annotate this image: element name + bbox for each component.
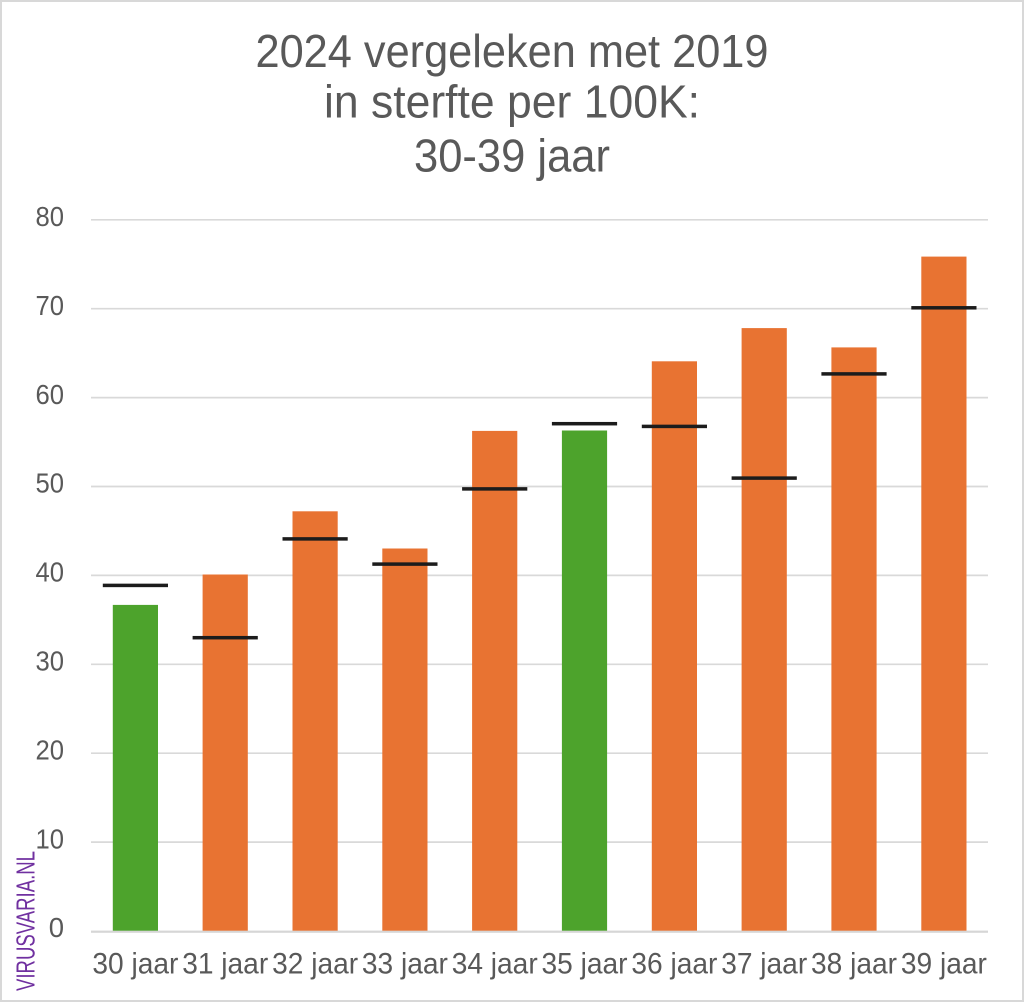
- svg-text:0: 0: [49, 912, 64, 943]
- svg-text:60: 60: [36, 379, 65, 410]
- svg-text:30 jaar: 30 jaar: [92, 947, 178, 980]
- svg-text:33 jaar: 33 jaar: [362, 947, 448, 980]
- svg-text:39 jaar: 39 jaar: [901, 947, 987, 980]
- svg-text:10: 10: [36, 823, 65, 854]
- svg-text:50: 50: [36, 468, 65, 499]
- svg-text:70: 70: [36, 290, 65, 321]
- svg-text:40: 40: [36, 557, 65, 588]
- svg-text:36 jaar: 36 jaar: [631, 947, 717, 980]
- svg-text:2024 vergeleken met 2019: 2024 vergeleken met 2019: [256, 25, 769, 77]
- svg-text:30: 30: [36, 646, 65, 677]
- svg-text:30-39 jaar: 30-39 jaar: [414, 130, 610, 182]
- svg-text:in sterfte per 100K:: in sterfte per 100K:: [324, 76, 700, 128]
- svg-text:35 jaar: 35 jaar: [542, 947, 628, 980]
- svg-text:80: 80: [36, 201, 65, 232]
- svg-text:34 jaar: 34 jaar: [452, 947, 538, 980]
- svg-text:38 jaar: 38 jaar: [811, 947, 897, 980]
- svg-text:32 jaar: 32 jaar: [272, 947, 358, 980]
- svg-text:37 jaar: 37 jaar: [721, 947, 807, 980]
- svg-text:20: 20: [36, 734, 65, 765]
- svg-text:31 jaar: 31 jaar: [182, 947, 268, 980]
- svg-text:VIRUSVARIA.NL: VIRUSVARIA.NL: [13, 851, 41, 991]
